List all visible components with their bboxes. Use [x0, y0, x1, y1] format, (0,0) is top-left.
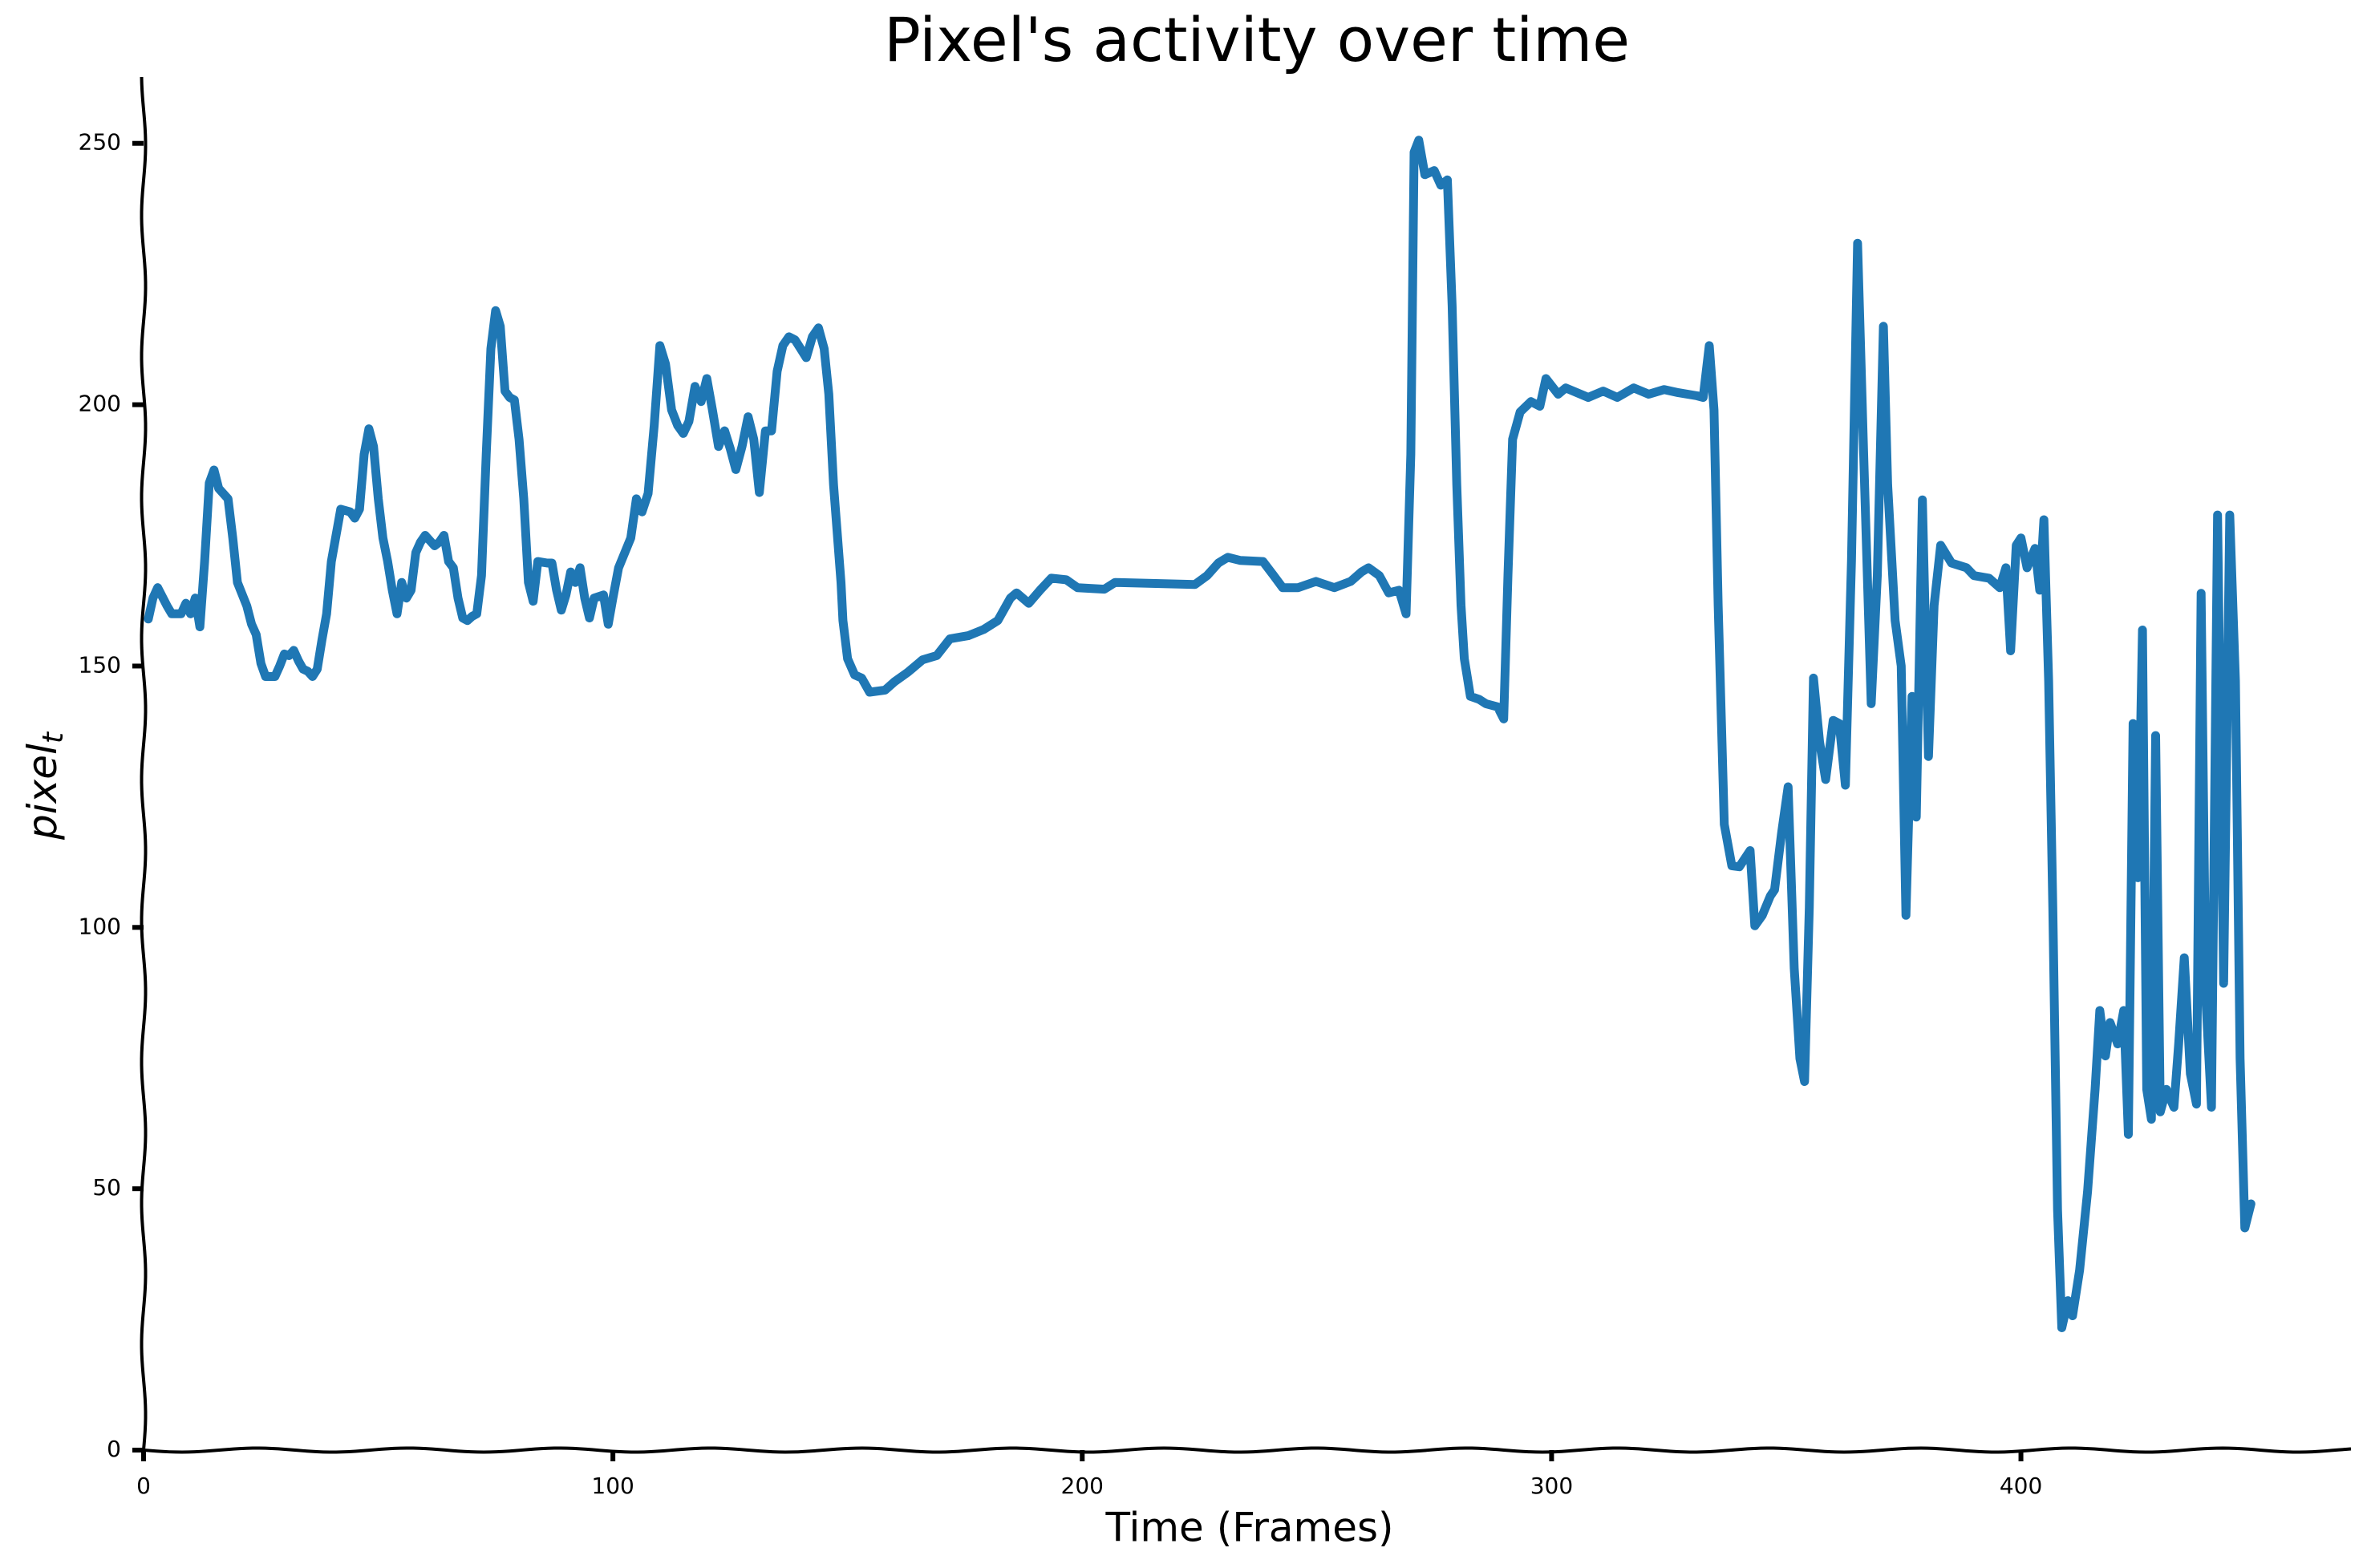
y-tick-label: 50 — [92, 1174, 121, 1201]
chart-title: Pixel's activity over time — [884, 4, 1630, 75]
y-tick-label: 150 — [79, 651, 121, 678]
y-axis-spine — [140, 76, 148, 1451]
x-tick-label: 300 — [1530, 1473, 1573, 1499]
x-tick-label: 400 — [2000, 1473, 2042, 1499]
x-tick-label: 0 — [136, 1473, 151, 1499]
x-tick-label: 100 — [591, 1473, 634, 1499]
y-tick-label: 100 — [79, 913, 121, 939]
y-tick-label: 200 — [79, 391, 121, 417]
y-axis-label: pixelt — [19, 731, 71, 841]
x-axis-spine — [143, 1446, 2352, 1454]
y-tick-label: 250 — [79, 129, 121, 156]
x-axis-label: Time (Frames) — [1104, 1505, 1393, 1551]
y-tick-label: 0 — [107, 1436, 121, 1462]
y-axis-label-main: pixel — [19, 743, 66, 841]
data-line — [144, 136, 2255, 1332]
x-tick-label: 200 — [1061, 1473, 1104, 1499]
y-axis-label-subscript: t — [37, 731, 70, 743]
